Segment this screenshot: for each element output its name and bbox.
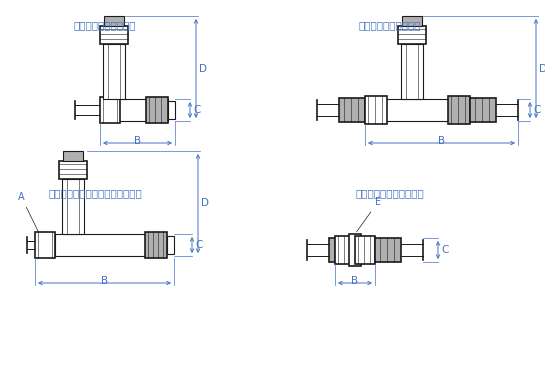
Bar [100, 97, 120, 123]
Bar [103, 44, 125, 99]
Bar [168, 101, 175, 119]
Text: D: D [199, 64, 207, 74]
Text: ＥＵ：イコールユニオン: ＥＵ：イコールユニオン [356, 188, 425, 198]
Bar [365, 96, 387, 124]
Bar [35, 232, 55, 258]
Text: B: B [438, 136, 445, 146]
Text: C: C [193, 105, 201, 115]
Bar [365, 99, 470, 121]
Bar [167, 236, 174, 254]
Bar [146, 97, 168, 123]
Text: A: A [18, 192, 39, 232]
Text: C: C [533, 105, 541, 115]
Text: ＥＬ：イコールエルボ: ＥＬ：イコールエルボ [74, 20, 136, 30]
Bar [145, 232, 167, 258]
Bar [401, 44, 423, 99]
Bar [402, 16, 422, 26]
Text: D: D [201, 198, 209, 209]
Bar [104, 16, 124, 26]
Text: B: B [101, 276, 108, 286]
Text: B: B [352, 276, 359, 286]
Bar [55, 234, 145, 256]
Bar [63, 151, 83, 161]
Bar [335, 236, 355, 264]
Text: C: C [441, 245, 449, 255]
Bar [355, 236, 375, 264]
Bar [349, 234, 361, 266]
Bar [59, 161, 87, 179]
Bar [470, 98, 496, 122]
Text: ＥＴ：イコールチーズ: ＥＴ：イコールチーズ [359, 20, 421, 30]
Bar [329, 238, 355, 262]
Bar [375, 238, 401, 262]
Bar [339, 98, 365, 122]
Text: D: D [539, 64, 545, 74]
Text: ＳＴＬ：スタッドチーズ（Ｌ型）: ＳＴＬ：スタッドチーズ（Ｌ型） [48, 188, 142, 198]
Text: C: C [195, 240, 202, 250]
Bar [62, 179, 84, 234]
Bar [448, 96, 470, 124]
Bar [100, 26, 128, 44]
Bar [100, 99, 168, 121]
Bar [398, 26, 426, 44]
Text: E: E [356, 197, 381, 232]
Text: B: B [134, 136, 141, 146]
